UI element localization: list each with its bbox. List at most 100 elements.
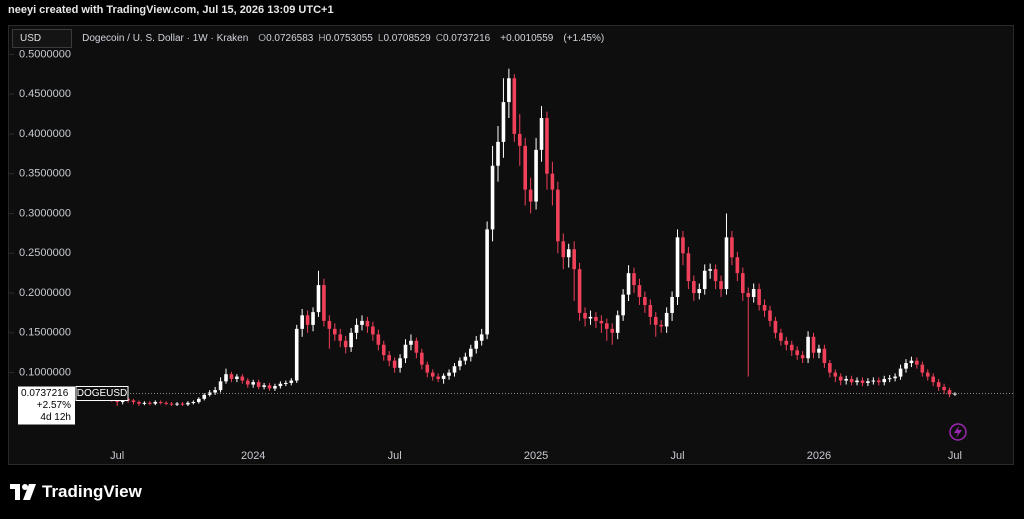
candle-body (615, 315, 620, 333)
y-tick-label: 0.3500000 (19, 168, 71, 180)
candle-body (245, 380, 250, 385)
ohlc-item: C0.0737216 (436, 33, 491, 44)
candle-body (751, 289, 756, 298)
currency-button[interactable]: USD (12, 29, 73, 48)
ohlc-value: 0.0708529 (383, 33, 431, 44)
candle-body (942, 386, 946, 391)
candle-body (561, 241, 566, 258)
candle-body (768, 310, 772, 321)
candle-body (583, 312, 587, 319)
candle-body (447, 372, 451, 376)
candle-body (697, 289, 702, 294)
candle-body (577, 269, 582, 313)
candle-body (343, 340, 348, 348)
candle-body (387, 355, 391, 361)
alert-icon[interactable] (949, 423, 967, 441)
candle-body (741, 273, 745, 294)
candle-body (675, 237, 680, 298)
change: +0.0010559 (500, 33, 554, 44)
candle-body (197, 398, 201, 403)
candle-body (556, 189, 560, 242)
candle-body (632, 273, 636, 286)
candle-body (316, 285, 321, 313)
candle-body (572, 249, 576, 270)
y-tick-label: 0.2000000 (19, 287, 71, 299)
candle-body (637, 285, 642, 298)
candle-body (441, 375, 446, 379)
candle-body (512, 78, 517, 134)
candle-body (224, 374, 228, 382)
candle-body (953, 393, 957, 395)
candle-body (327, 320, 332, 329)
candle-body (588, 316, 593, 319)
x-tick-label: 2026 (807, 450, 831, 462)
candle-body (893, 376, 897, 379)
candle-body (838, 376, 843, 381)
candle-body (789, 344, 794, 351)
candle-body (191, 402, 196, 404)
candle-body (371, 326, 375, 335)
candle-body (256, 382, 261, 387)
candle-body (746, 293, 751, 298)
y-tick-label: 0.1500000 (19, 327, 71, 339)
candle-body (376, 334, 381, 345)
candle-body (420, 352, 424, 365)
candle-body (643, 297, 647, 305)
candle-body (354, 324, 359, 333)
candle-body (300, 315, 304, 329)
price-tag-symbol-box (75, 386, 129, 402)
candle-body (539, 118, 544, 150)
candle-body (425, 364, 430, 373)
candle-body (659, 324, 663, 327)
candle-body (409, 340, 413, 345)
candle-body (381, 344, 386, 356)
candle-body (267, 385, 272, 389)
candle-body (779, 332, 783, 341)
candle-body (392, 360, 397, 368)
candle-body (882, 378, 887, 383)
candle-body (463, 356, 468, 361)
price-tag-change: +2.57% (37, 400, 71, 411)
x-tick-label: 2025 (524, 450, 548, 462)
candle-body (180, 403, 185, 405)
candle-body (898, 368, 903, 377)
candle-body (713, 269, 718, 282)
candle-body (653, 316, 658, 325)
candle-body (904, 363, 908, 369)
candle-body (855, 380, 859, 383)
candle-body (501, 102, 506, 142)
candle-body (681, 237, 685, 254)
candle-body (322, 285, 326, 321)
candle-body (708, 269, 712, 271)
candle-body (218, 381, 223, 391)
y-tick-label: 0.1000000 (19, 367, 71, 379)
ohlc-label: C (435, 33, 443, 44)
ohlc-item: O0.0726583 (258, 33, 313, 44)
candle-body (485, 229, 489, 335)
candle-body (566, 249, 571, 258)
candle-body (349, 332, 353, 348)
candle-body (311, 312, 315, 325)
candle-body (207, 392, 212, 395)
candle-body (534, 149, 538, 202)
candle-body (692, 281, 696, 294)
candle-body (273, 386, 277, 389)
candle-body (724, 237, 729, 290)
candle-body (528, 189, 533, 202)
candle-body (784, 340, 789, 345)
price-tag-value: 0.0737216 (21, 388, 69, 399)
candle-body (849, 378, 854, 383)
ohlc-item: H0.0753055 (318, 33, 373, 44)
candle-body (333, 328, 337, 335)
candle-body (479, 334, 484, 341)
candle-body (284, 382, 288, 384)
candle-body (240, 376, 245, 381)
candle-body (169, 403, 174, 405)
candle-body (664, 312, 669, 327)
y-tick-label: 0.4500000 (19, 88, 71, 100)
ohlc-label: H (318, 33, 326, 44)
candle-body (278, 383, 283, 387)
x-tick-label: Jul (948, 450, 962, 462)
candle-body (458, 360, 462, 367)
